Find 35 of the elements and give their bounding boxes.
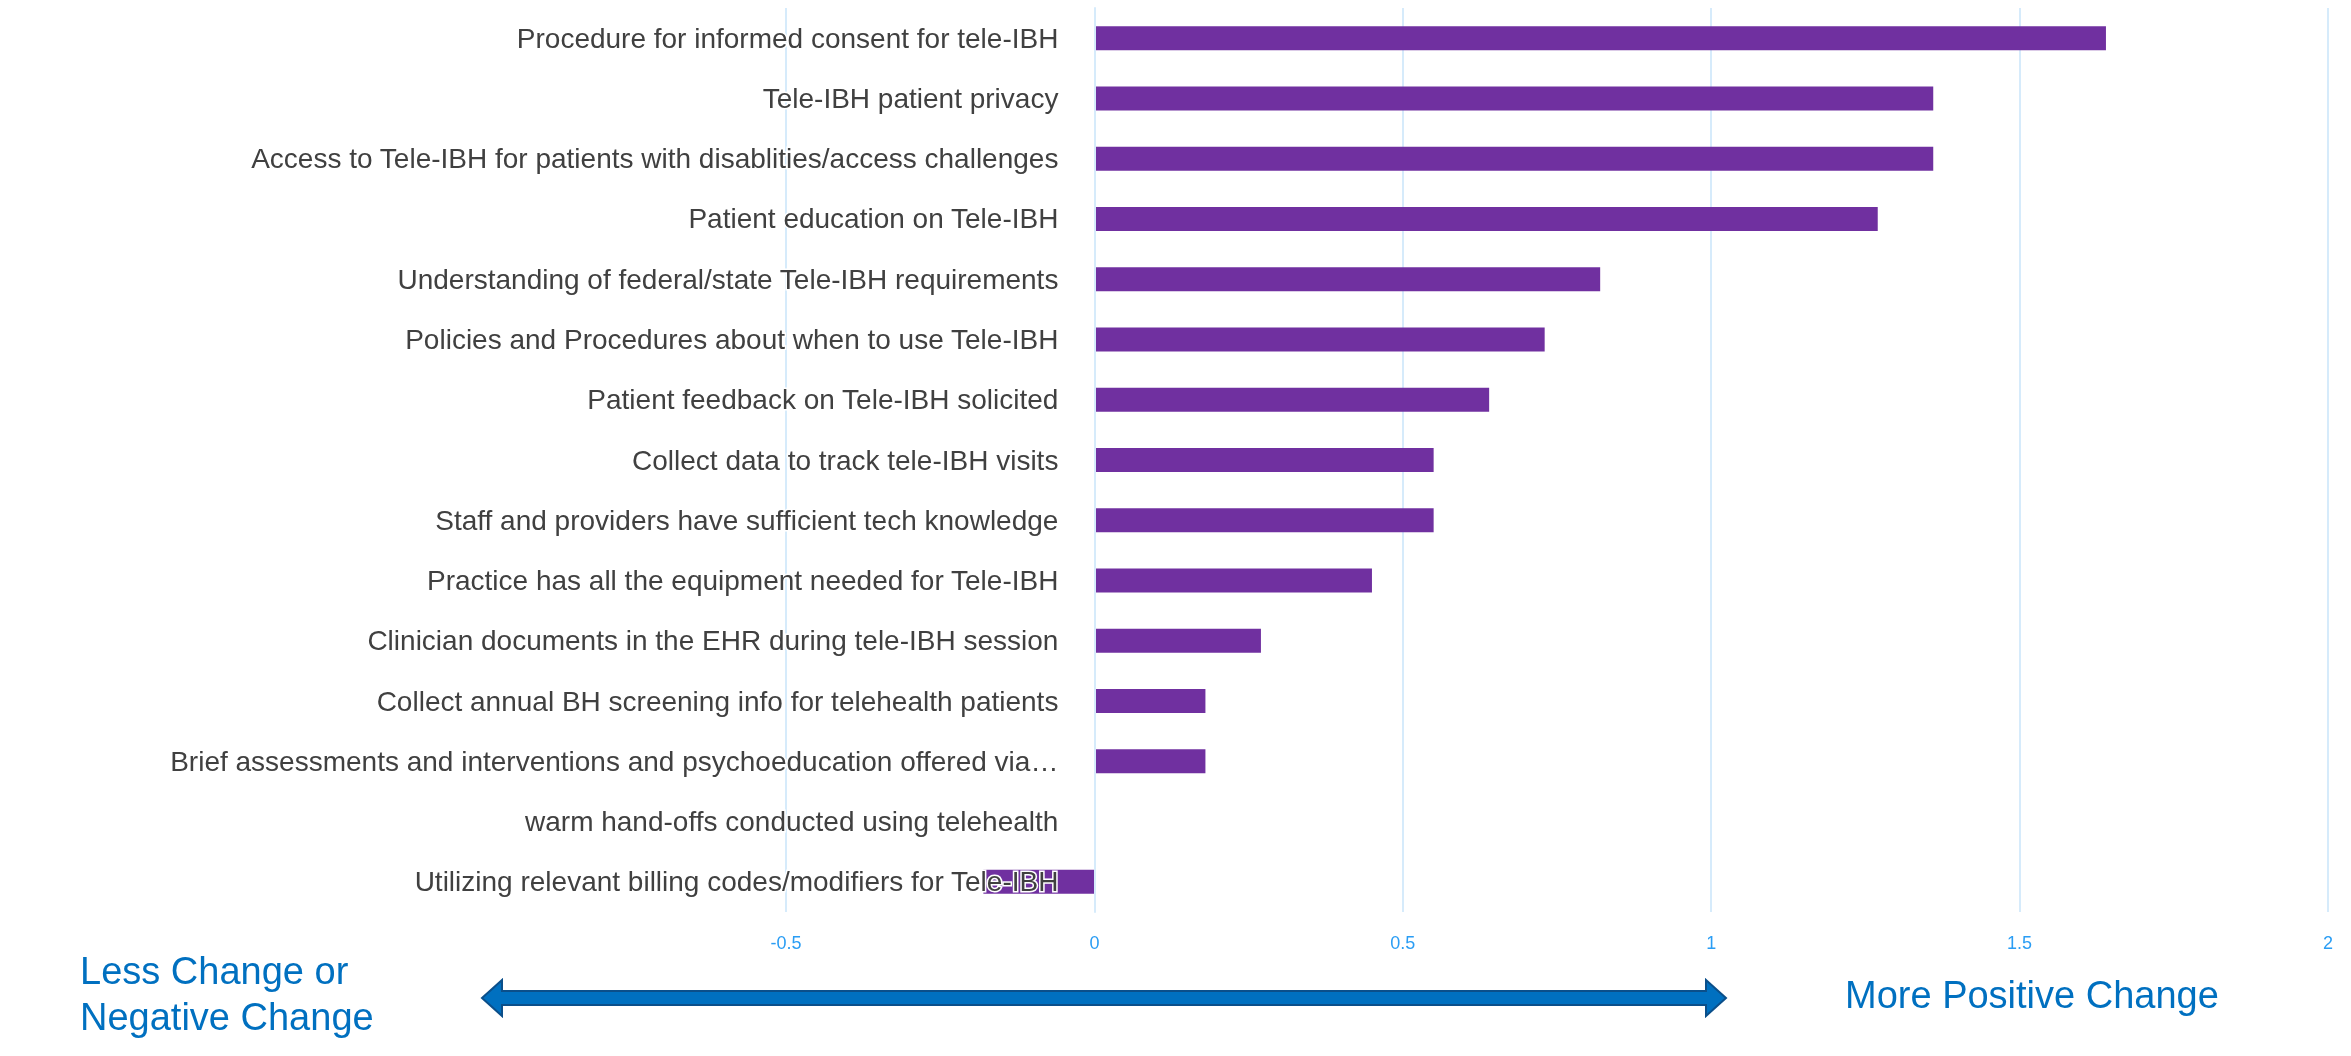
bar	[1094, 448, 1434, 472]
y-tick-label: Clinician documents in the EHR during tele-IBH session	[367, 625, 1059, 657]
y-tick-label: warm hand-offs conducted using telehealth	[524, 806, 1059, 838]
bar	[1094, 267, 1601, 292]
x-tick-label: 0	[1089, 933, 1100, 953]
y-tick-label: Policies and Procedures about when to use Tele-IBH	[405, 323, 1059, 355]
x-tick-label: -0.5	[770, 933, 802, 953]
y-tick-label: Procedure for informed consent for tele-IBH	[516, 22, 1059, 54]
bar	[1094, 206, 1878, 231]
bar	[1094, 327, 1545, 352]
bar	[1094, 628, 1261, 653]
bar	[1094, 749, 1206, 774]
y-tick-label: Tele-IBH patient privacy	[762, 82, 1059, 114]
y-tick-label: Collect annual BH screening info for telehealth patients	[376, 685, 1059, 717]
bar	[1094, 689, 1206, 714]
bar	[1094, 146, 1934, 171]
y-tick-label: Patient education on Tele-IBH	[688, 203, 1059, 235]
y-tick-label: Practice has all the equipment needed for Tele-IBH	[426, 565, 1059, 597]
bar	[1094, 387, 1490, 412]
text: Less Change or Negative Change	[80, 949, 375, 1040]
y-tick-label: Brief assessments and interventions and psychoeducation offered via…	[170, 745, 1059, 777]
bar	[1094, 26, 2106, 51]
x-tick-label: 0.5	[1390, 933, 1416, 953]
bar	[1094, 568, 1372, 593]
y-tick-label: Understanding of federal/state Tele-IBH requirements	[397, 263, 1059, 295]
x-tick-label: 1.5	[2007, 933, 2033, 953]
bar	[1094, 86, 1934, 111]
y-tick-label: Staff and providers have sufficient tech knowledge	[435, 504, 1059, 536]
x-tick-label: 1	[1706, 933, 1717, 953]
text: More Positive Change	[1845, 973, 2220, 1018]
y-tick-label: Patient feedback on Tele-IBH solicited	[587, 384, 1059, 416]
bar	[1094, 508, 1434, 533]
y-tick-label: Access to Tele-IBH for patients with disablities/access challenges	[251, 143, 1059, 175]
x-tick-label: 2	[2322, 933, 2334, 953]
y-tick-label: Collect data to track tele-IBH visits	[632, 444, 1059, 476]
